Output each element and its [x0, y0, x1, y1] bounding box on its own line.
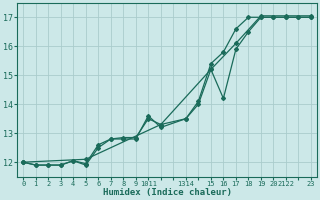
X-axis label: Humidex (Indice chaleur): Humidex (Indice chaleur) [103, 188, 232, 197]
